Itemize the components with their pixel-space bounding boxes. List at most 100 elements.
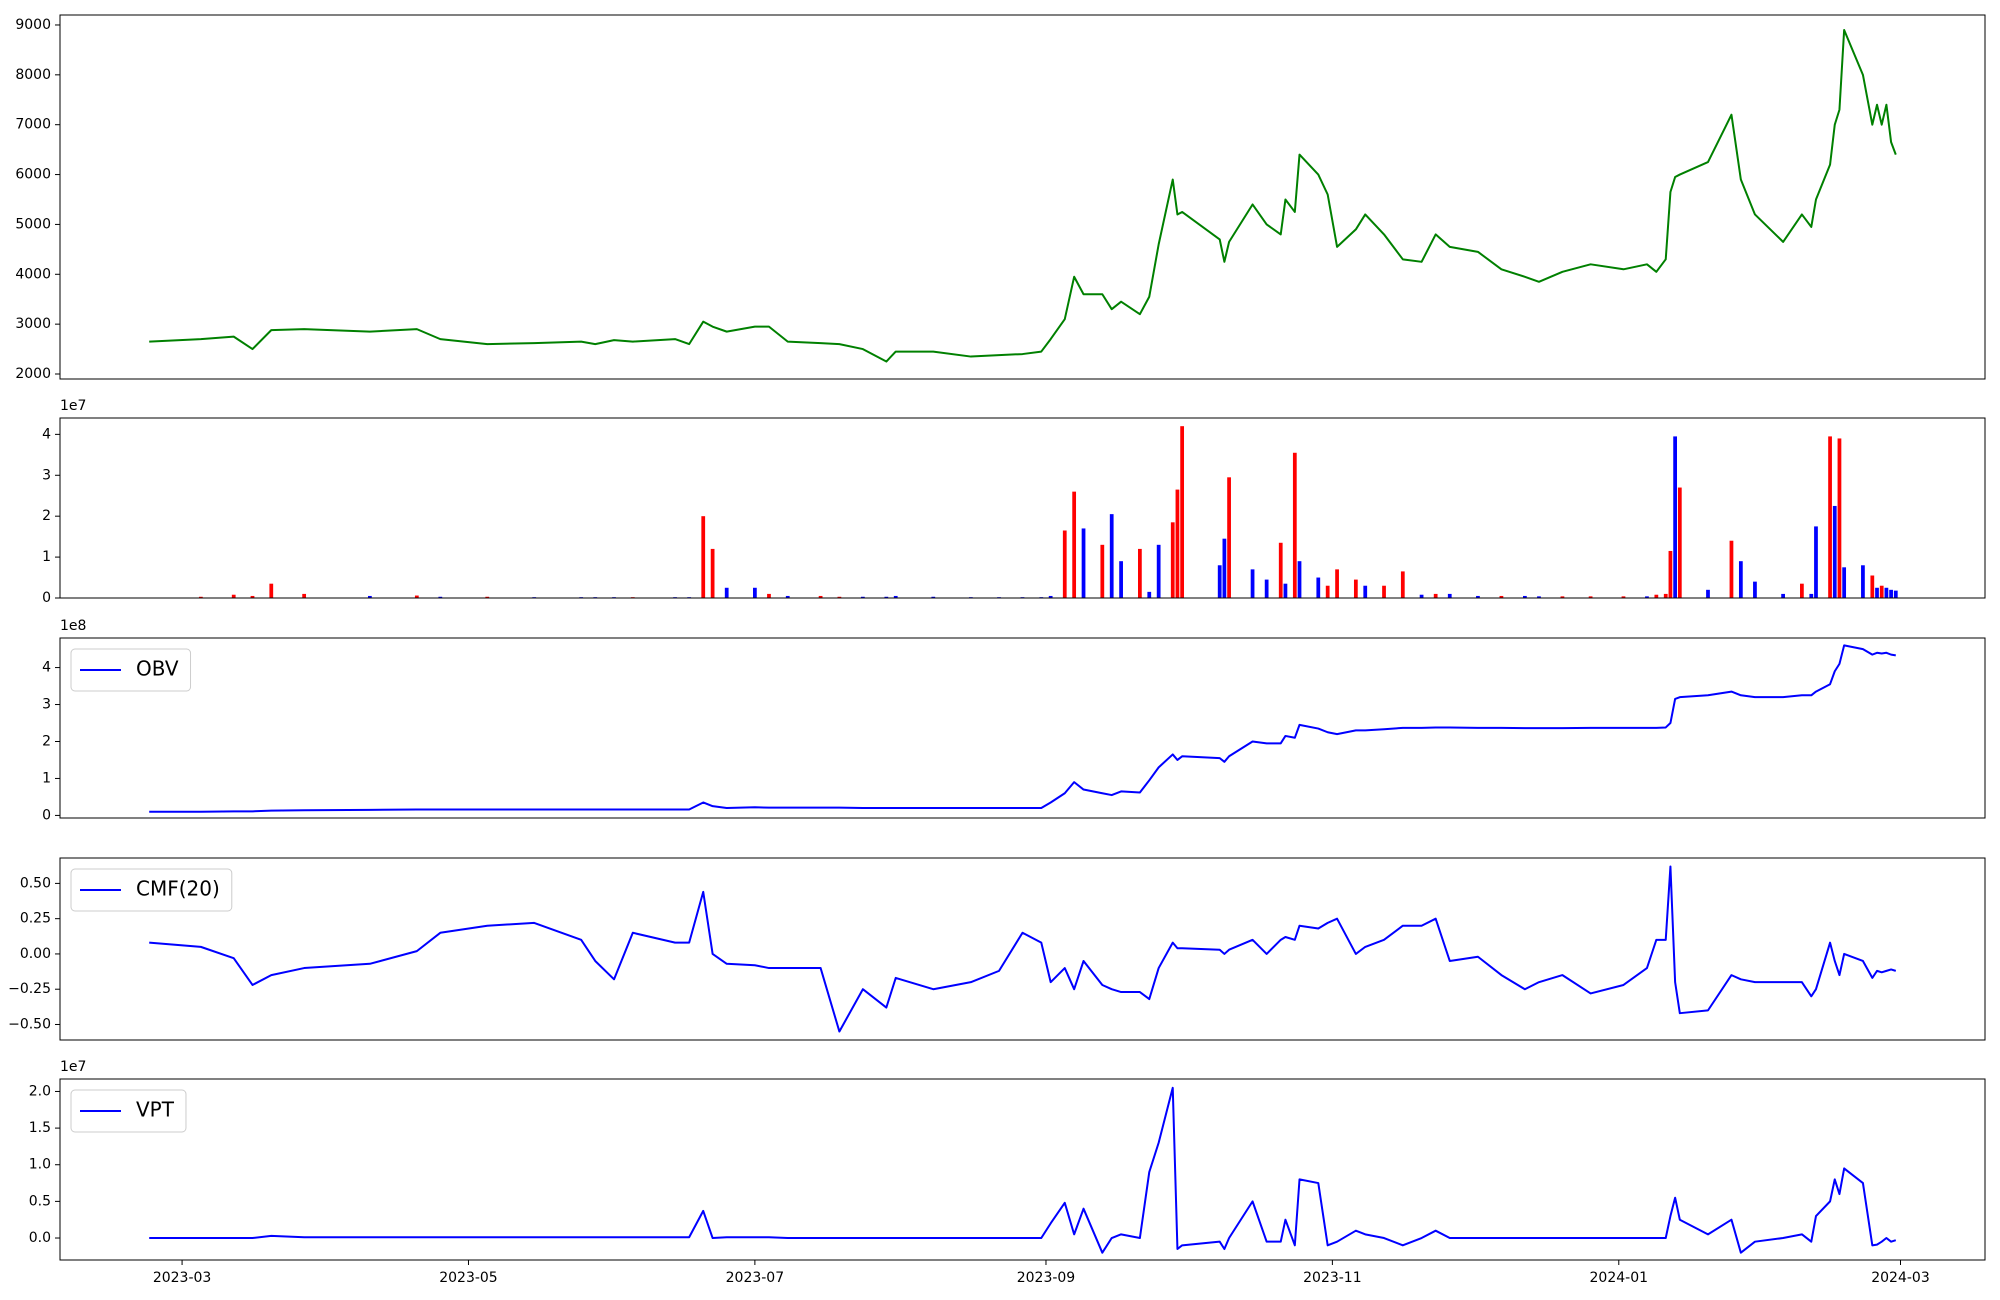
- y-tick-label: −0.50: [8, 1016, 51, 1032]
- volume-bar: [1588, 596, 1593, 598]
- y-tick-label: 6000: [15, 167, 51, 183]
- series-line: [149, 1086, 1897, 1254]
- axis-offset-label: 1e7: [60, 398, 86, 414]
- volume-bar: [1753, 581, 1757, 598]
- volume-bar: [767, 593, 771, 598]
- y-tick-label: 2.0: [29, 1083, 51, 1099]
- volume-bar: [1264, 579, 1269, 598]
- volume-bar: [931, 596, 936, 598]
- y-tick-label: 5000: [15, 216, 51, 232]
- x-tick-label: 2024-03: [1871, 1270, 1930, 1286]
- y-tick-label: 4: [42, 660, 51, 676]
- volume-bar: [1621, 596, 1626, 598]
- volume-bar: [1278, 542, 1283, 598]
- volume-bar: [1893, 590, 1898, 598]
- volume-bar: [1499, 595, 1504, 598]
- axes-frame: [59, 1078, 1986, 1261]
- volume-bar: [1382, 585, 1386, 598]
- volume-bar: [1447, 593, 1452, 598]
- volume-bar: [710, 548, 715, 598]
- volume-bar: [269, 583, 274, 598]
- volume-bar: [414, 595, 419, 598]
- volume-bar: [1645, 596, 1649, 598]
- volume-bar: [1663, 593, 1668, 598]
- y-tick-label: 2: [42, 508, 51, 524]
- volume-bar: [1879, 585, 1884, 598]
- y-tick-label: 2: [42, 733, 51, 749]
- y-tick-label: 0: [42, 807, 51, 823]
- volume-bar: [1335, 569, 1339, 598]
- volume-bar: [1781, 593, 1785, 598]
- x-tick-label: 2024-01: [1590, 1270, 1649, 1286]
- volume-bar: [1668, 550, 1673, 598]
- volume-bar: [302, 593, 307, 598]
- legend-label: OBV: [136, 657, 179, 681]
- volume-bar: [1119, 561, 1123, 598]
- volume-bar: [1156, 544, 1161, 598]
- volume-bar: [1677, 487, 1682, 598]
- volume-bar: [438, 596, 443, 598]
- volume-bar: [1100, 544, 1105, 598]
- volume-bar: [724, 587, 729, 598]
- volume-bar: [1738, 561, 1743, 598]
- panel: 0.0 0.5 1.0 1.5 2.0 1e7 2023-03 2023-05 2023-07 2…: [29, 1059, 1986, 1286]
- volume-bar: [1180, 426, 1185, 598]
- volume-bar: [1828, 436, 1832, 598]
- volume-bar: [1363, 585, 1368, 598]
- volume-bar: [1138, 548, 1142, 598]
- volume-bar: [1729, 540, 1734, 598]
- volume-bar: [1537, 596, 1541, 598]
- volume-bar: [893, 595, 898, 598]
- volume-bar: [1523, 595, 1527, 598]
- series-line: [149, 865, 1897, 1033]
- volume-bar: [198, 596, 203, 598]
- axes-frame: [59, 857, 1986, 1041]
- y-tick-label: 1: [42, 549, 51, 565]
- volume-bar: [1283, 583, 1288, 598]
- volume-bar: [1081, 528, 1086, 598]
- volume-bar: [1062, 530, 1067, 598]
- volume-bar: [1842, 567, 1847, 598]
- y-tick-label: 3000: [15, 316, 51, 332]
- volume-bar: [1048, 595, 1053, 598]
- volume-bar: [785, 595, 790, 598]
- volume-bar: [1217, 565, 1222, 598]
- y-tick-label: 9000: [15, 17, 51, 33]
- volume-bar: [1325, 585, 1330, 598]
- y-tick-label: 1: [42, 770, 51, 786]
- volume-bar: [1706, 589, 1710, 598]
- x-tick-label: 2023-07: [726, 1270, 785, 1286]
- volume-bar: [1400, 571, 1405, 598]
- volume-bar: [1814, 526, 1818, 598]
- volume-bar: [1560, 596, 1565, 598]
- volume-bar: [860, 596, 865, 598]
- volume-bar: [1809, 593, 1814, 598]
- volume-bar: [884, 596, 889, 598]
- volume-bar: [1170, 522, 1175, 598]
- axis-offset-label: 1e7: [60, 1059, 86, 1075]
- panel: 0 1 2 3 4 1e7: [42, 398, 1986, 606]
- volume-bar: [368, 595, 372, 598]
- volume-bar: [1654, 594, 1659, 598]
- axes-frame: [59, 14, 1986, 380]
- volume-bar: [837, 596, 842, 598]
- x-tick-label: 2023-05: [439, 1270, 498, 1286]
- volume-bar: [1433, 593, 1438, 598]
- y-tick-label: 4000: [15, 266, 51, 282]
- axis-offset-label: 1e8: [60, 618, 86, 634]
- legend-label: CMF(20): [136, 877, 220, 901]
- legend-box: [70, 868, 233, 912]
- y-tick-label: 8000: [15, 67, 51, 83]
- volume-bar: [818, 595, 823, 598]
- volume-bar: [231, 594, 236, 598]
- volume-bar: [1832, 505, 1837, 598]
- panel: 0 1 2 3 4 1e8 OBV: [42, 618, 1986, 823]
- x-tick-label: 2023-11: [1303, 1270, 1362, 1286]
- y-tick-label: 0.25: [20, 911, 51, 927]
- volume-bar: [1884, 587, 1889, 598]
- y-tick-label: 0.50: [20, 875, 51, 891]
- legend-box: [70, 648, 192, 692]
- y-tick-label: 2000: [15, 366, 51, 382]
- volume-bar: [701, 516, 706, 598]
- volume-bar: [1316, 577, 1321, 598]
